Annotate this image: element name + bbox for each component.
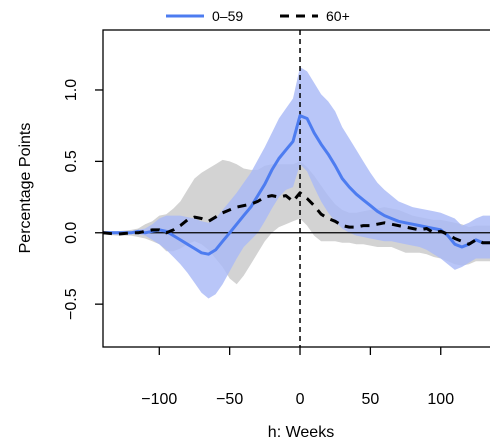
x-tick-label: 100 [427, 391, 454, 408]
x-tick-label: −50 [216, 391, 243, 408]
band-60plus [103, 159, 490, 285]
x-tick-label: 0 [296, 391, 305, 408]
confidence-bands [103, 67, 490, 299]
x-tick-label: 50 [361, 391, 379, 408]
legend: 0–59 60+ [166, 8, 350, 24]
y-tick-label: 0.5 [63, 150, 80, 172]
y-axis-label: Percentage Points [17, 123, 34, 254]
y-tick-label: 0.0 [63, 222, 80, 244]
band-0-59 [103, 67, 490, 299]
series-lines [103, 114, 490, 256]
line-0-59 [103, 114, 490, 256]
legend-label-0-59: 0–59 [212, 8, 243, 24]
x-tick-label: −100 [141, 391, 177, 408]
line-60plus [103, 191, 490, 246]
legend-label-60plus: 60+ [326, 8, 350, 24]
x-axis: −100 −50 0 50 100 [141, 347, 454, 408]
y-tick-label: 1.0 [63, 79, 80, 101]
plot-frame [102, 29, 490, 348]
y-axis: −0.5 0.0 0.5 1.0 [63, 79, 103, 320]
x-axis-label: h: Weeks [268, 424, 334, 441]
plot-area [103, 30, 490, 347]
y-tick-label: −0.5 [63, 288, 80, 320]
